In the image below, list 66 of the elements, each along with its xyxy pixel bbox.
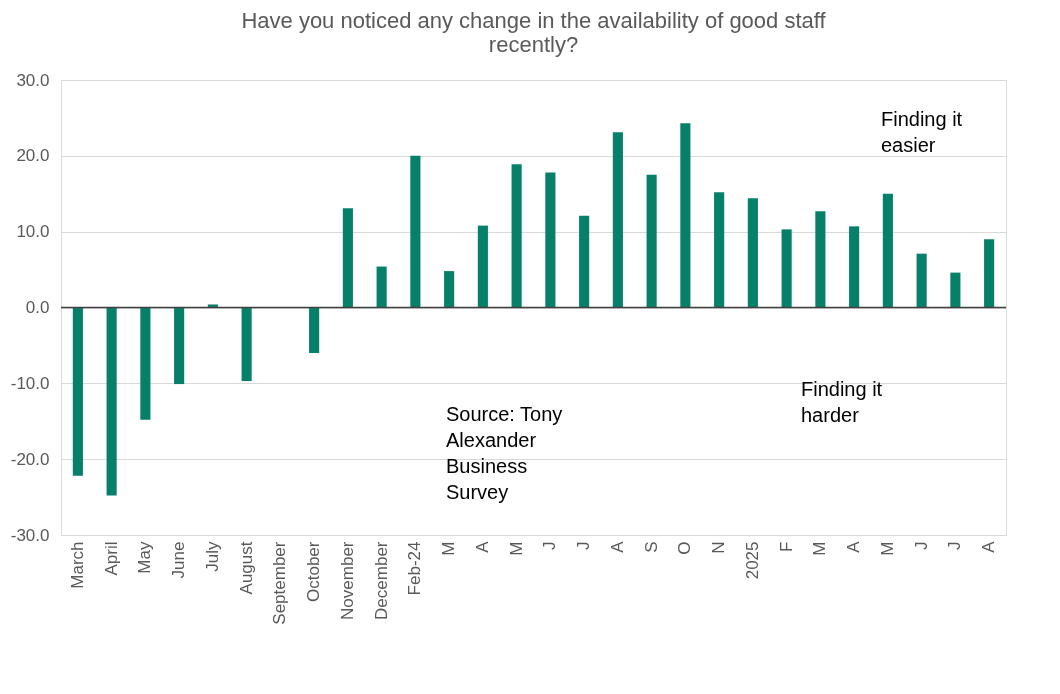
x-tick-label: October [304, 541, 324, 602]
x-tick-label: August [236, 541, 256, 595]
y-tick-label: -20.0 [10, 449, 50, 469]
bar [342, 208, 353, 308]
x-tick-label: March [67, 541, 87, 589]
bar [140, 307, 151, 420]
x-tick-label: M [877, 541, 897, 556]
y-tick-label: -30.0 [10, 525, 50, 545]
bar [916, 253, 927, 308]
bar [106, 307, 117, 496]
bar [410, 155, 421, 308]
annotation: Finding it easier [881, 108, 963, 156]
x-tick-label: December [371, 541, 391, 620]
bar [376, 266, 387, 308]
x-tick-label: J [945, 541, 965, 550]
bar [545, 172, 556, 308]
x-tick-label: J [574, 541, 594, 550]
x-tick-label: O [675, 541, 695, 555]
bar [849, 226, 860, 308]
x-tick-label: J [540, 541, 560, 550]
bar [882, 193, 893, 308]
x-tick-label: May [135, 541, 155, 574]
bar [207, 304, 218, 308]
x-tick-label: A [472, 540, 492, 553]
bar [680, 123, 691, 308]
x-tick-label: A [979, 540, 999, 553]
y-tick-label: -10.0 [10, 373, 50, 393]
x-tick-label: M [439, 541, 459, 556]
x-tick-label: M [506, 541, 526, 556]
bar [477, 225, 488, 308]
bar [984, 239, 995, 308]
x-tick-label: J [911, 541, 931, 550]
x-tick-label: April [101, 541, 121, 576]
bar [511, 164, 522, 308]
bar [241, 307, 252, 382]
y-tick-label: 30.0 [16, 70, 50, 90]
bar [309, 307, 320, 353]
annotation: Finding it harder [801, 378, 883, 426]
x-tick-label: September [270, 541, 290, 625]
x-tick-label: June [169, 541, 189, 579]
bar [815, 211, 826, 308]
bar [781, 229, 792, 308]
x-tick-label: N [709, 541, 729, 554]
bar [579, 215, 590, 308]
bar [950, 272, 961, 308]
bar [444, 271, 455, 308]
y-tick-label: 20.0 [16, 146, 50, 166]
bar [174, 307, 185, 385]
x-tick-label: 2025 [742, 541, 762, 580]
bar [612, 132, 623, 308]
annotation: Source: Tony Alexander Business Survey [446, 403, 563, 503]
x-tick-label: F [776, 541, 796, 552]
y-tick-label: 10.0 [16, 222, 50, 242]
x-tick-label: A [607, 540, 627, 553]
bar [72, 307, 83, 476]
x-tick-label: A [844, 540, 864, 553]
bar [714, 192, 725, 308]
chart-title: Have you noticed any change in the availability of good staff recently? [241, 8, 827, 57]
bar [646, 174, 657, 308]
x-tick-label: M [810, 541, 830, 556]
x-tick-label: July [202, 541, 222, 572]
x-tick-label: S [641, 541, 661, 553]
bar [747, 198, 758, 308]
x-tick-label: November [337, 541, 357, 620]
y-tick-label: 0.0 [25, 298, 50, 317]
x-tick-label: Feb-24 [405, 541, 425, 596]
